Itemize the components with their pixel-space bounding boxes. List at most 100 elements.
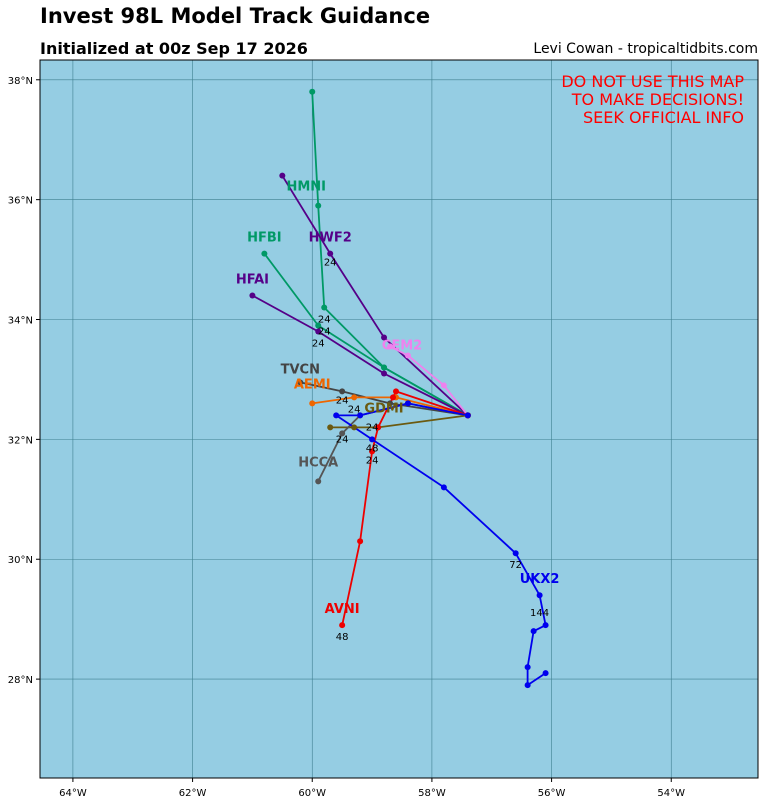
warning-line: DO NOT USE THIS MAP	[561, 72, 744, 91]
model-label-hmni: HMNI	[286, 180, 326, 195]
x-tick-label: 56°W	[538, 788, 566, 799]
track-point-avni	[339, 622, 346, 629]
track-point-hmni	[321, 304, 328, 311]
forecast-hour-label: 24	[336, 434, 349, 445]
track-line-hwf2	[281, 175, 469, 417]
track-point-ukx2	[536, 592, 543, 599]
track-point-ukx2	[333, 412, 340, 419]
track-point-tvcn	[387, 400, 394, 407]
track-point-ukx2	[440, 484, 447, 491]
warning-line: SEEK OFFICIAL INFO	[583, 108, 744, 127]
forecast-hour-label: 48	[366, 443, 379, 454]
map-frame	[39, 59, 759, 779]
forecast-hour-label: 144	[530, 608, 549, 619]
track-point-aemi	[351, 394, 358, 401]
map-ocean	[40, 60, 758, 778]
forecast-hour-label: 24	[366, 455, 379, 466]
x-tick-label: 62°W	[179, 788, 207, 799]
track-line-hfai	[251, 294, 469, 417]
model-label-hwf2: HWF2	[309, 231, 352, 246]
track-point-ukx2	[542, 670, 549, 677]
forecast-hour-label: 72	[509, 560, 522, 571]
map-grid	[40, 60, 758, 778]
track-point-avni	[390, 394, 397, 401]
y-tick-label: 36°N	[8, 196, 33, 207]
model-label-hcca: HCCA	[298, 455, 338, 470]
track-point-avni	[357, 538, 364, 545]
forecast-hour-label: 48	[336, 632, 349, 643]
forecast-hour-label: 24	[312, 338, 325, 349]
track-line-gdmi	[330, 414, 468, 429]
track-line-aemi	[312, 396, 469, 417]
track-point-cem2	[404, 352, 411, 359]
x-tick-label: 64°W	[59, 788, 87, 799]
track-point-hfai	[381, 370, 388, 377]
y-tick-label: 32°N	[8, 435, 33, 446]
model-label-tvcn: TVCN	[281, 362, 320, 377]
chart-subtitle: Initialized at 00z Sep 17 2026	[40, 39, 308, 58]
forecast-hour-label: 24	[318, 315, 331, 326]
track-point-cem2	[387, 343, 394, 350]
x-tick-label: 54°W	[657, 788, 685, 799]
track-point-gdmi	[351, 424, 358, 431]
y-tick-label: 28°N	[8, 675, 33, 686]
track-point-hmni	[315, 202, 322, 209]
track-point-avni	[393, 388, 400, 395]
track-point-hwf2	[381, 334, 388, 341]
axis-ticks: 64°W 62°W 60°W 58°W 56°W 54°W 28°N 30°N 32°N 34°N…	[8, 76, 685, 799]
y-tick-label: 34°N	[8, 316, 33, 327]
track-point-tvcn	[339, 388, 346, 395]
track-point-hfai	[315, 328, 322, 335]
warning-line: TO MAKE DECISIONS!	[571, 90, 744, 109]
track-point-hmni	[309, 88, 316, 95]
model-label-hfai: HFAI	[236, 273, 269, 288]
track-point-hwf2	[327, 250, 334, 257]
track-line-cem2	[389, 345, 469, 416]
track-point-hfbi	[261, 250, 268, 257]
y-tick-label: 30°N	[8, 555, 33, 566]
track-line-hfbi	[263, 253, 469, 417]
track-point-ukx2	[357, 412, 364, 419]
model-label-ukx2: UKX2	[520, 572, 560, 587]
track-point-ukx2	[404, 400, 411, 407]
track-point-tvcn	[297, 379, 304, 386]
forecast-hour-label: 24	[318, 326, 331, 337]
track-point-ukx2	[524, 682, 531, 689]
track-point-ukx2	[464, 412, 471, 419]
model-label-gdmi: GDMI	[364, 401, 403, 416]
track-point-gdmi	[327, 424, 334, 431]
track-point-cem2	[440, 382, 447, 389]
x-tick-label: 60°W	[298, 788, 326, 799]
track-point-ukx2	[369, 436, 376, 443]
x-tick-label: 58°W	[418, 788, 446, 799]
track-point-hcca	[339, 430, 346, 437]
track-point-hcca	[315, 478, 322, 485]
forecast-hour-label: 24	[366, 422, 379, 433]
forecast-hour-label: 24	[324, 258, 337, 269]
y-tick-label: 38°N	[8, 76, 33, 87]
model-label-avni: AVNI	[325, 602, 360, 617]
forecast-hour-label: 24	[348, 404, 361, 415]
track-point-avni	[375, 424, 382, 431]
track-point-ukx2	[524, 664, 531, 671]
track-point-hfbi	[381, 364, 388, 371]
model-label-hfbi: HFBI	[247, 231, 282, 246]
model-label-cem2: CEM2	[382, 338, 422, 353]
track-point-hfbi	[315, 322, 322, 329]
track-point-ukx2	[542, 622, 549, 629]
track-point-ukx2	[530, 628, 537, 635]
chart-title: Invest 98L Model Track Guidance	[40, 4, 431, 28]
track-point-avni	[369, 448, 376, 455]
track-point-aemi	[309, 400, 316, 407]
track-points	[249, 88, 549, 689]
model-label-aemi: AEMI	[294, 377, 331, 392]
track-point-hfai	[249, 292, 256, 299]
forecast-hour-label: 24	[336, 395, 349, 406]
credit-text: Levi Cowan - tropicaltidbits.com	[533, 41, 758, 57]
track-point-hwf2	[279, 172, 286, 179]
track-point-ukx2	[512, 550, 519, 557]
